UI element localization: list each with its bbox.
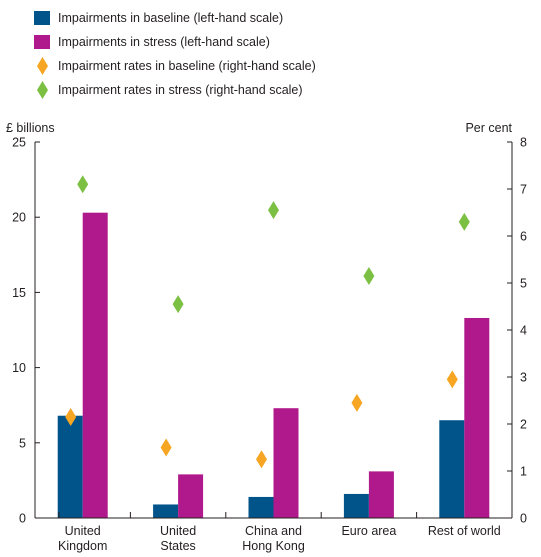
right-tick-label: 3 xyxy=(520,371,527,385)
baseline-bar-1 xyxy=(153,504,179,518)
category-label: Euro area xyxy=(341,524,396,538)
left-tick-label: 10 xyxy=(12,361,26,375)
legend-label: Impairments in baseline (left-hand scale… xyxy=(58,11,284,25)
baseline-rate-diamond-4 xyxy=(446,370,458,389)
left-axis-label: £ billions xyxy=(6,121,55,135)
baseline-rate-diamond-3 xyxy=(351,393,363,412)
stress-rate-diamond-3 xyxy=(363,266,375,285)
left-tick-label: 15 xyxy=(12,286,26,300)
stress-bar-2 xyxy=(273,408,299,518)
baseline-bar-2 xyxy=(248,496,274,518)
left-tick-label: 25 xyxy=(12,136,26,150)
orange-diamond-icon xyxy=(37,57,48,75)
markers-layer xyxy=(65,175,470,469)
baseline-rate-diamond-2 xyxy=(256,450,267,469)
baseline-rate-diamond-0 xyxy=(65,407,77,426)
axes-layer xyxy=(34,141,513,519)
left-tick-label: 5 xyxy=(19,436,26,450)
right-tick-label: 2 xyxy=(520,418,527,432)
labels-layer: 0 5 10 15 20 25 0 1 2 3 4 5 6 7 8 United Kingdom United St… xyxy=(12,136,527,554)
legend-label: Impairments in stress (left-hand scale) xyxy=(58,35,270,49)
legend-swatch-stress-bar xyxy=(34,35,50,49)
legend-label: Impairment rates in stress (right-hand s… xyxy=(58,83,303,97)
category-label: Rest of world xyxy=(428,524,501,538)
stress-rate-diamond-2 xyxy=(268,201,279,220)
right-tick-label: 1 xyxy=(520,465,527,479)
stress-bar-4 xyxy=(464,317,490,518)
left-tick-label: 0 xyxy=(19,512,26,526)
stress-rate-diamond-0 xyxy=(77,175,89,194)
baseline-rate-diamond-1 xyxy=(160,438,172,457)
stress-rate-diamond-1 xyxy=(172,295,184,314)
left-tick-label: 20 xyxy=(12,211,26,225)
stress-bar-0 xyxy=(82,212,108,519)
right-tick-label: 5 xyxy=(520,277,527,291)
green-diamond-icon xyxy=(37,81,48,99)
category-label: United States xyxy=(160,524,196,553)
baseline-bar-3 xyxy=(343,493,369,518)
category-label: United Kingdom xyxy=(58,524,107,553)
right-tick-label: 0 xyxy=(520,512,527,526)
legend-label: Impairment rates in baseline (right-hand… xyxy=(58,59,316,73)
right-tick-label: 7 xyxy=(520,183,527,197)
right-tick-label: 4 xyxy=(520,324,527,338)
category-label: China and Hong Kong xyxy=(242,524,305,553)
right-tick-label: 8 xyxy=(520,136,527,150)
stress-bar-1 xyxy=(178,474,204,518)
stress-bar-3 xyxy=(368,471,394,518)
bars-layer xyxy=(57,212,490,519)
right-axis-label: Per cent xyxy=(465,121,512,135)
legend-swatch-baseline-bar xyxy=(34,11,50,25)
baseline-bar-0 xyxy=(57,415,83,518)
stress-rate-diamond-4 xyxy=(458,212,470,231)
baseline-bar-4 xyxy=(439,420,465,518)
right-tick-label: 6 xyxy=(520,230,527,244)
